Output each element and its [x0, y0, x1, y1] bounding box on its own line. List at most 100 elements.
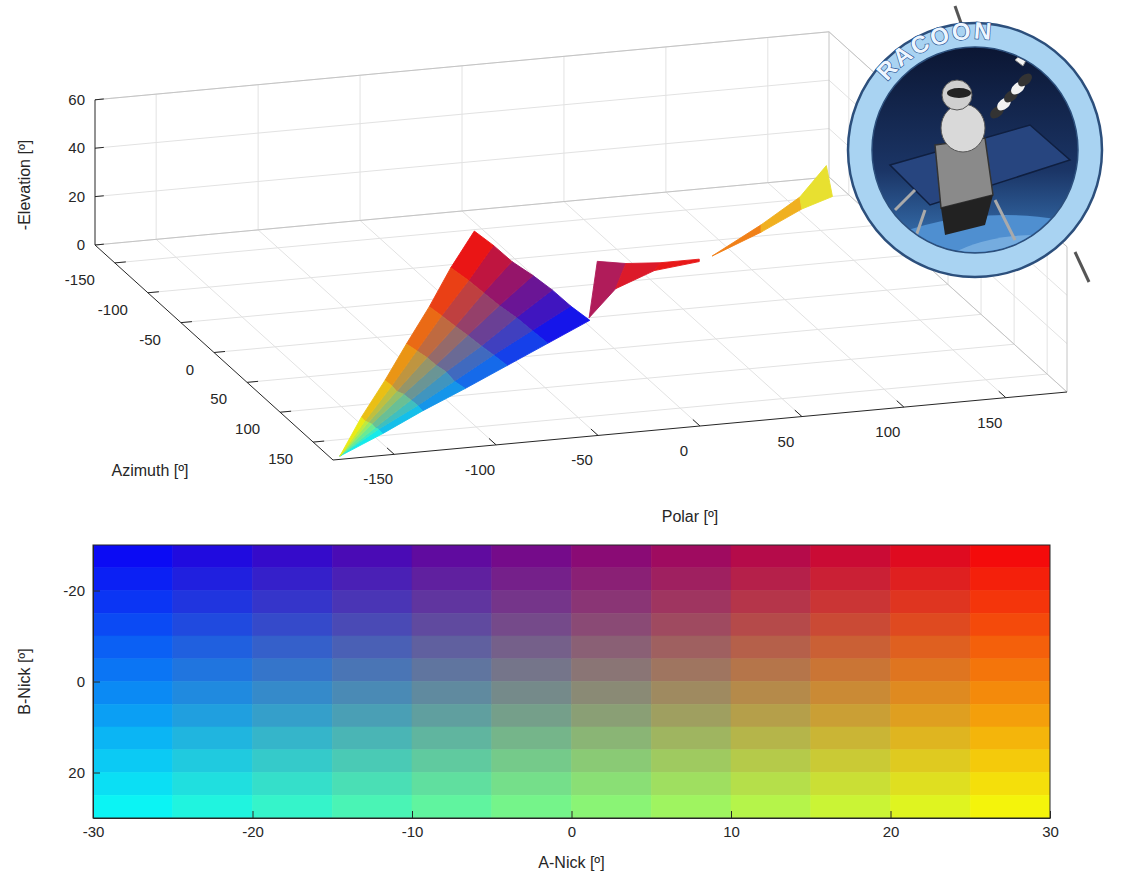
heat-cell — [412, 613, 492, 636]
heat-cell — [173, 659, 253, 682]
z-tick — [95, 147, 104, 149]
heat-cell — [970, 613, 1050, 636]
heat-cell — [332, 750, 412, 773]
plot-frame — [93, 545, 1050, 818]
surface-patch — [800, 166, 833, 209]
heat-cell — [492, 727, 572, 750]
logo-earth-glow — [925, 235, 1126, 345]
heat-cell — [731, 795, 811, 818]
box-edge — [829, 32, 830, 177]
heat-cell — [332, 591, 412, 614]
heat-cell — [173, 750, 253, 773]
y-tick — [313, 441, 324, 442]
y-tick-label: -100 — [98, 301, 128, 318]
heat-cell — [811, 704, 891, 727]
heat-cell — [93, 545, 173, 568]
grid-line — [95, 129, 829, 197]
logo: RACOON — [835, 6, 1126, 385]
heat-cell — [173, 727, 253, 750]
y-tick — [214, 351, 225, 352]
heat-cell — [891, 636, 971, 659]
heat-cell — [811, 750, 891, 773]
heat-cell — [572, 636, 652, 659]
heat-cell — [332, 636, 412, 659]
heat-cell — [572, 795, 652, 818]
x-tick-label: 20 — [883, 823, 900, 840]
heat-cell — [253, 591, 333, 614]
tick: -10 — [402, 811, 424, 840]
heat-cell — [93, 591, 173, 614]
heat-cell — [492, 773, 572, 796]
logo-leg — [995, 200, 1015, 240]
heat-cell — [651, 659, 731, 682]
x-tick — [693, 420, 700, 426]
z-tick — [95, 244, 104, 246]
x-tick — [1050, 811, 1051, 818]
heat-cell — [891, 682, 971, 705]
heat-cell — [412, 704, 492, 727]
box-edge — [95, 177, 829, 245]
heat-cell — [173, 568, 253, 591]
y-tick-label: -50 — [139, 331, 161, 348]
logo-raccoon-mask — [947, 88, 971, 98]
cells — [93, 545, 1050, 818]
y-tick-label: 0 — [77, 673, 85, 690]
heat-cell — [811, 659, 891, 682]
grid-line — [95, 177, 829, 245]
heat-cell — [492, 795, 572, 818]
surface-patch — [340, 417, 365, 456]
surface-patch — [654, 259, 699, 270]
x-tick-label: 0 — [680, 442, 688, 459]
heat-cell — [492, 750, 572, 773]
surface-patch — [406, 307, 441, 351]
x-tick-label: -20 — [242, 823, 264, 840]
logo-raccoon-ears — [1015, 40, 1037, 66]
x-tick — [897, 401, 904, 407]
heat-cell — [891, 704, 971, 727]
heat-cell — [651, 727, 731, 750]
heat-cell — [332, 773, 412, 796]
x-tick-label: -50 — [571, 451, 593, 468]
heat-cell — [253, 613, 333, 636]
heat-cell — [332, 795, 412, 818]
heat-cell — [651, 682, 731, 705]
x-axis-title: A-Nick [º] — [538, 854, 604, 871]
x-tick-label: 100 — [875, 423, 900, 440]
y-axis-title: Azimuth [º] — [112, 462, 189, 479]
heat-cell — [651, 545, 731, 568]
grid-line — [360, 220, 598, 435]
heat-cell — [93, 659, 173, 682]
x-tick-label: -150 — [363, 470, 393, 487]
tick: 0 — [77, 673, 100, 690]
heat-cell — [412, 682, 492, 705]
heat-cell — [332, 659, 412, 682]
y-axis-title: B-Nick [º] — [16, 648, 33, 714]
z-axis-title: -Elevation [º] — [16, 140, 33, 230]
heat-cell — [651, 568, 731, 591]
heat-cell — [332, 568, 412, 591]
x-tick — [999, 391, 1006, 397]
heat-cell — [811, 727, 891, 750]
heat-cell — [970, 750, 1050, 773]
heat-cell — [731, 636, 811, 659]
logo-earth — [835, 215, 1126, 385]
logo-scene — [835, 40, 1126, 385]
grid-line — [462, 66, 463, 211]
x-tick-label: 10 — [723, 823, 740, 840]
y-tick-label: 50 — [210, 390, 227, 407]
grid-line — [462, 211, 700, 426]
x-tick — [412, 811, 413, 818]
heat-cell — [572, 568, 652, 591]
logo-raccoon-head — [942, 80, 972, 110]
heat-cell — [412, 773, 492, 796]
heat-cell — [811, 773, 891, 796]
heat-cell — [332, 727, 412, 750]
heat-cell — [93, 568, 173, 591]
heat-cell — [253, 704, 333, 727]
heat-cell — [811, 591, 891, 614]
heat-cell — [970, 568, 1050, 591]
z-tick — [95, 98, 104, 100]
y-tick-label: 20 — [68, 764, 85, 781]
x-tick-label: -10 — [402, 823, 424, 840]
heat-cell — [970, 636, 1050, 659]
